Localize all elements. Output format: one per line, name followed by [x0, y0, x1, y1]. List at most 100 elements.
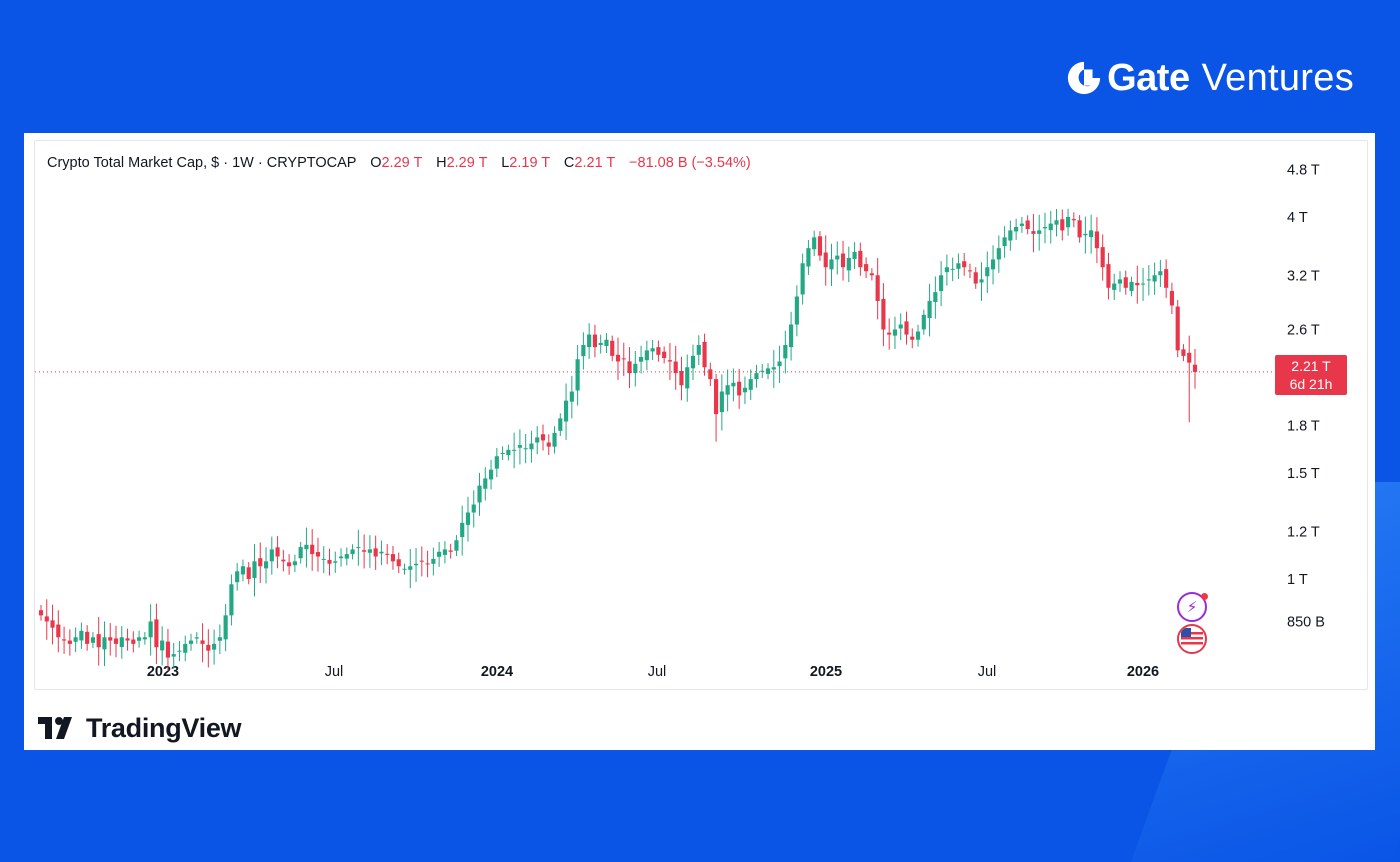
candle-body	[731, 382, 736, 387]
candle-body	[742, 387, 748, 393]
y-tick-label: 1.2 T	[1287, 524, 1320, 540]
us-flag-icon[interactable]	[1177, 624, 1207, 654]
candle-body	[1135, 282, 1140, 286]
candle-body	[563, 400, 569, 422]
candle-body	[419, 560, 424, 562]
candle-body	[1112, 283, 1117, 290]
candle-body	[1175, 306, 1180, 351]
candle-body	[662, 351, 667, 359]
candle-body	[667, 360, 673, 362]
y-tick-label: 1.8 T	[1287, 419, 1320, 435]
candle-body	[598, 342, 603, 346]
candle-body	[887, 332, 892, 335]
candle-body	[777, 361, 782, 367]
y-tick-label: 4.8 T	[1287, 162, 1320, 178]
gate-logo-icon	[1067, 61, 1101, 95]
candlestick-chart[interactable]: 4.8 T 4 T 3.2 T 2.6 T 1.8 T 1.5 T 1.2 T 1 T 850 …	[35, 141, 1367, 689]
tradingview-logo[interactable]: TradingView	[38, 711, 242, 745]
candle-body	[160, 640, 165, 651]
candle-body	[235, 571, 240, 583]
candle-body	[1094, 231, 1099, 249]
legend-title: Crypto Total Market Cap, $ · 1W · CRYPTO…	[47, 155, 357, 171]
candle-body	[985, 267, 990, 277]
candle-body	[1169, 290, 1174, 306]
candle-body	[108, 637, 113, 641]
candle-body	[592, 334, 597, 348]
candle-body	[817, 236, 823, 256]
candle-body	[44, 616, 49, 622]
candle-body	[679, 371, 684, 386]
candle-body	[298, 547, 303, 559]
candle-body	[1089, 230, 1094, 238]
candle-body	[1083, 233, 1088, 236]
tradingview-icon	[38, 717, 72, 739]
candle-body	[1048, 223, 1053, 231]
candle-body	[437, 551, 442, 557]
candle-body	[1042, 226, 1048, 229]
candle-body	[1014, 226, 1019, 232]
candle-body	[944, 267, 949, 273]
candle-body	[858, 250, 863, 268]
candle-body	[379, 551, 384, 554]
candle-body	[217, 637, 222, 641]
candle-body	[1129, 281, 1134, 291]
candle-body	[1164, 269, 1169, 288]
candle-body	[67, 640, 72, 644]
x-tick-label: Jul	[325, 664, 344, 680]
candle-body	[125, 638, 130, 641]
candle-body	[338, 556, 344, 559]
candle-body	[96, 634, 101, 648]
candle-body	[789, 324, 794, 348]
candle-body	[650, 348, 655, 352]
candle-body	[558, 418, 563, 431]
candle-body	[90, 637, 96, 643]
events-lightning-icon[interactable]: ⚡	[1177, 592, 1208, 622]
last-price-value: 2.21 T	[1291, 358, 1331, 374]
candle-body	[604, 339, 609, 347]
y-tick-label: 1.5 T	[1287, 466, 1320, 482]
candle-body	[396, 559, 401, 567]
candle-body	[385, 553, 390, 555]
candle-body	[996, 248, 1001, 260]
candle-body	[881, 298, 886, 330]
brand-name: Gate	[1107, 56, 1190, 99]
candle-body	[1002, 237, 1007, 247]
x-tick-label: Jul	[978, 664, 997, 680]
candle-body	[973, 272, 978, 284]
candle-body	[246, 567, 251, 579]
candle-body	[921, 314, 926, 330]
candle-body	[1158, 271, 1163, 276]
candle-body	[373, 548, 378, 557]
candle-body	[1008, 230, 1013, 241]
candle-body	[62, 639, 67, 641]
candle-body	[454, 540, 459, 551]
candle-body	[1054, 220, 1059, 225]
candle-body	[431, 558, 436, 564]
x-tick-label: 2024	[481, 664, 513, 680]
candle-body	[442, 549, 447, 555]
candle-body	[535, 437, 540, 443]
last-price-tag: 2.21 T 6d 21h	[1275, 355, 1347, 395]
x-tick-label: 2023	[147, 664, 179, 680]
candle-body	[939, 275, 944, 292]
candle-body	[979, 279, 984, 283]
brand-subtitle: Ventures	[1201, 56, 1354, 99]
candle-body	[50, 620, 55, 628]
candle-body	[840, 253, 846, 268]
candle-body	[1187, 352, 1192, 363]
candle-body	[321, 558, 326, 560]
candle-body	[621, 358, 626, 360]
candle-body	[800, 263, 805, 295]
candle-body	[240, 566, 246, 575]
candle-body	[113, 638, 119, 644]
chart-frame: 4.8 T 4 T 3.2 T 2.6 T 1.8 T 1.5 T 1.2 T 1 T 850 …	[34, 140, 1368, 690]
candle-body	[448, 550, 453, 552]
candle-body	[258, 558, 263, 567]
candle-body	[119, 637, 124, 648]
candle-body	[188, 640, 194, 644]
candle-body	[292, 561, 297, 566]
candle-body	[760, 370, 765, 372]
candle-body	[696, 345, 701, 355]
candle-body	[275, 547, 280, 557]
candle-body	[748, 379, 753, 390]
